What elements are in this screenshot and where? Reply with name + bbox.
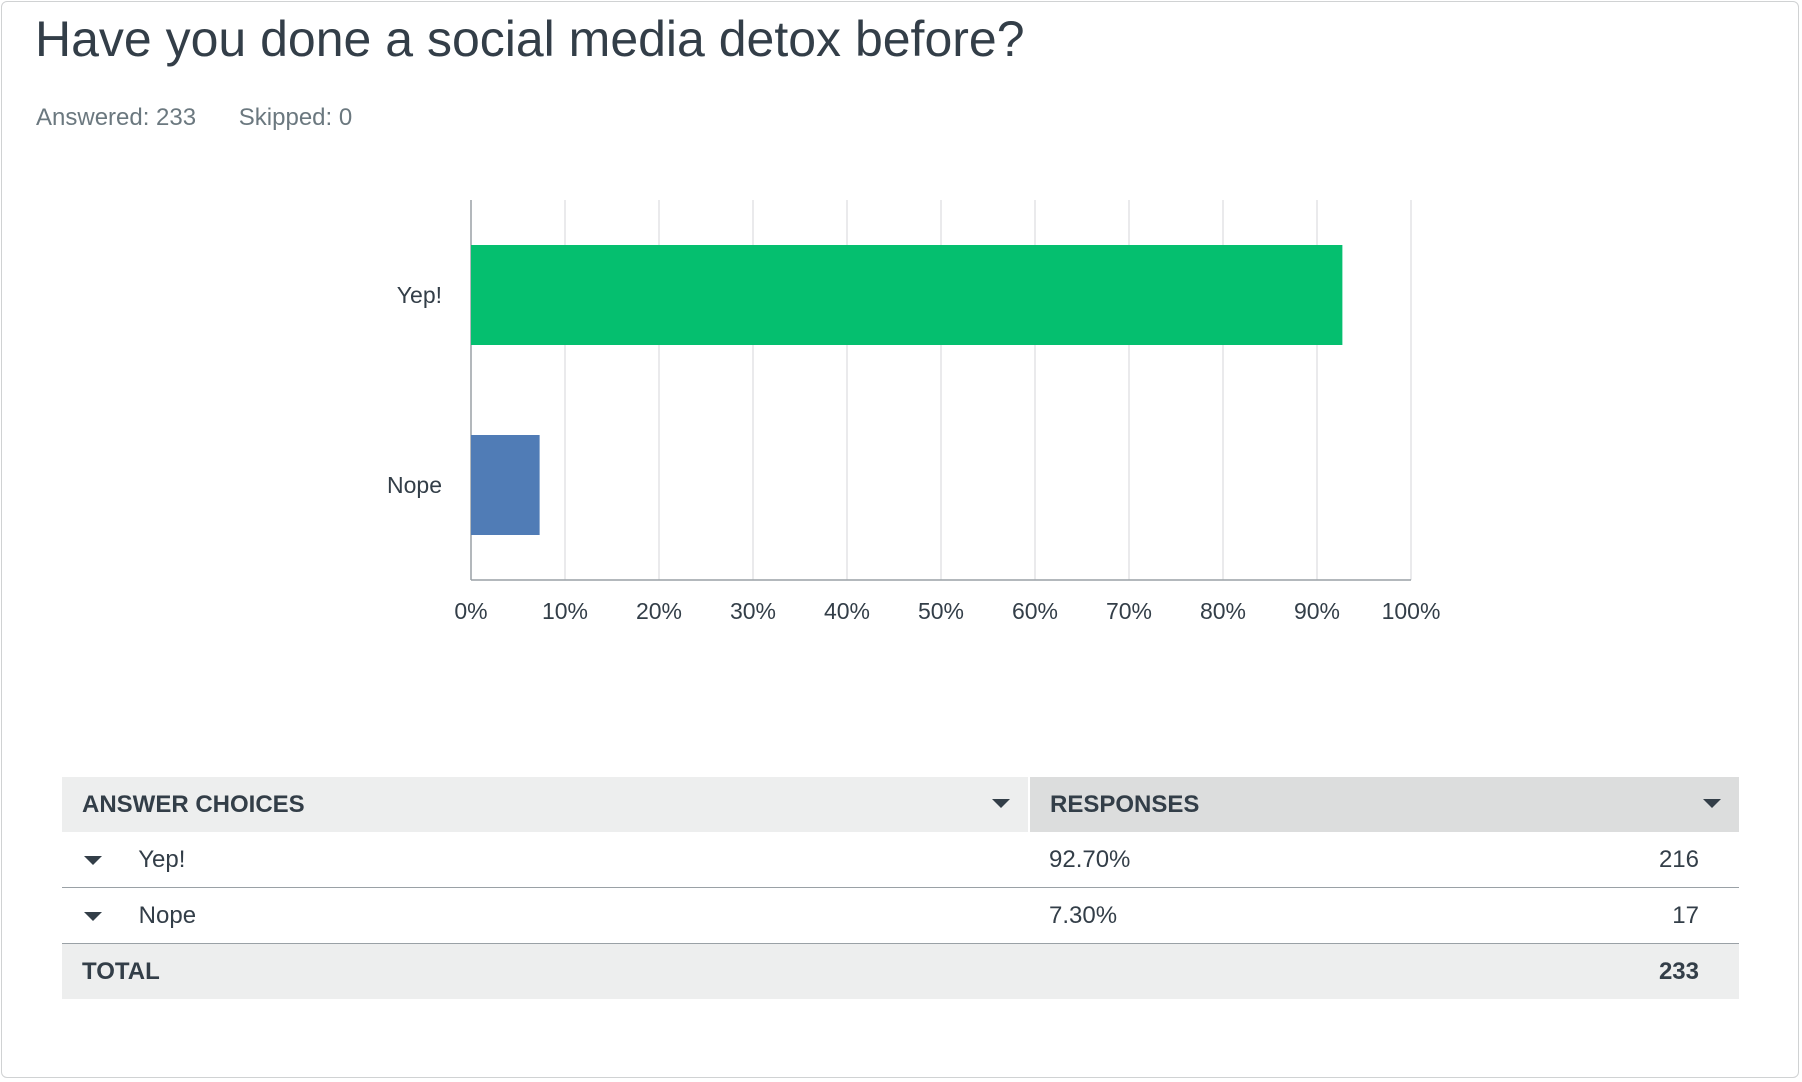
x-tick-label: 30%: [730, 598, 776, 624]
x-tick-label: 50%: [918, 598, 964, 624]
bar-1: [471, 245, 1343, 345]
question-title: Have you done a social media detox befor…: [35, 11, 1025, 67]
answer-choices-header[interactable]: ANSWER CHOICES: [62, 777, 1030, 832]
x-tick-label: 10%: [542, 598, 588, 624]
category-label: Nope: [387, 472, 442, 498]
response-count: 17: [1418, 887, 1739, 944]
x-tick-label: 40%: [824, 598, 870, 624]
answer-choice-label: Yep!: [138, 845, 186, 873]
total-row: TOTAL 233: [62, 943, 1739, 999]
total-count: 233: [1418, 943, 1739, 999]
sort-responses-icon[interactable]: [1703, 799, 1721, 808]
x-tick-label: 0%: [454, 598, 487, 624]
expand-row-icon[interactable]: [84, 911, 102, 921]
responses-table: ANSWER CHOICES RESPONSES Yep! 92.70% 216…: [62, 777, 1739, 999]
category-label: Yep!: [397, 282, 442, 308]
total-spacer: [1029, 943, 1419, 999]
answer-choice-cell: Yep!: [62, 832, 1029, 888]
sort-answer-choices-icon[interactable]: [992, 799, 1010, 808]
x-tick-label: 80%: [1200, 598, 1246, 624]
table-row: Yep! 92.70% 216: [62, 832, 1739, 888]
x-tick-label: 60%: [1012, 598, 1058, 624]
answer-choice-cell: Nope: [62, 887, 1029, 944]
bar-chart: Yep! Nope 0% 10% 20% 30% 40% 50% 60% 70% 80% 90% 100…: [387, 200, 1441, 624]
responses-header[interactable]: RESPONSES: [1029, 777, 1739, 832]
x-tick-label: 90%: [1294, 598, 1340, 624]
response-percent: 7.30%: [1029, 887, 1419, 944]
answer-choice-label: Nope: [138, 901, 197, 929]
x-tick-label: 20%: [636, 598, 682, 624]
response-percent: 92.70%: [1029, 832, 1419, 888]
x-tick-label: 100%: [1382, 598, 1441, 624]
table-row: Nope 7.30% 17: [62, 887, 1739, 944]
bar-2: [471, 435, 540, 535]
skipped-count: Skipped: 0: [238, 104, 353, 131]
answered-count: Answered: 233: [36, 104, 197, 131]
response-summary: Answered: 233 Skipped: 0: [36, 104, 352, 132]
x-tick-label: 70%: [1106, 598, 1152, 624]
expand-row-icon[interactable]: [84, 855, 102, 865]
response-count: 216: [1418, 832, 1739, 888]
total-label: TOTAL: [62, 943, 1029, 999]
table-header-row: ANSWER CHOICES RESPONSES: [62, 777, 1739, 832]
